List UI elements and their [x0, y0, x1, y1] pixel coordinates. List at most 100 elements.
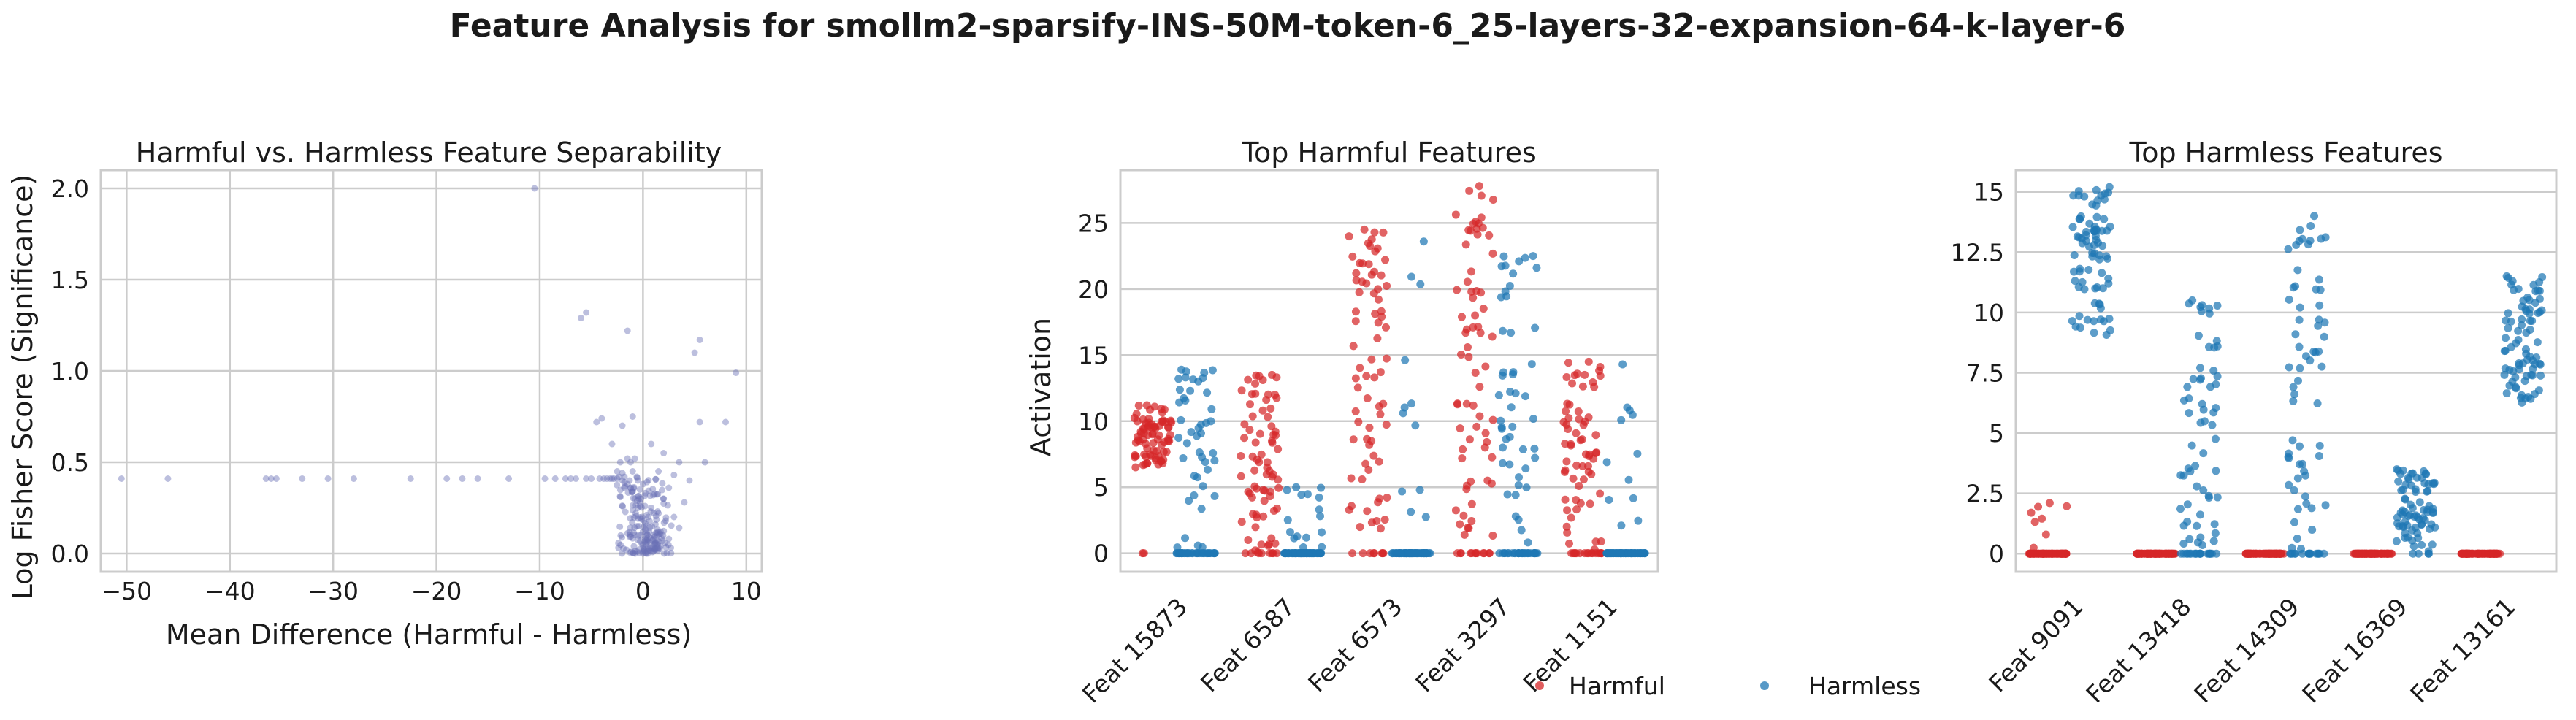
scatter-point	[642, 526, 649, 533]
strip-point	[2083, 315, 2092, 324]
scatter-point	[646, 518, 653, 525]
scatter-point	[598, 415, 605, 422]
strip-point	[1266, 492, 1274, 501]
scatter-point	[639, 480, 646, 488]
scatter-point	[641, 517, 648, 524]
legend-label-harmful: Harmful	[1569, 672, 1665, 700]
strip-point	[1374, 498, 1383, 507]
strip-point	[1185, 549, 1193, 558]
strip-point	[2288, 436, 2297, 445]
scatter-point	[630, 483, 638, 491]
scatter-point	[651, 490, 658, 497]
strip-point	[1363, 507, 1372, 516]
scatter-point	[630, 513, 638, 521]
strip-point	[1514, 481, 1523, 490]
strip-point	[1521, 392, 1529, 401]
strip-point	[1584, 413, 1593, 422]
scatter-point	[616, 493, 624, 500]
strip-point	[2464, 549, 2472, 558]
strip-point	[1383, 282, 1391, 291]
strip-point	[2185, 394, 2193, 403]
strip-point	[1367, 355, 1376, 364]
strip-point	[2419, 514, 2428, 523]
scatter-point	[659, 537, 666, 545]
strip-point	[2293, 474, 2302, 483]
scatter-point	[660, 519, 668, 526]
strip-point	[1590, 383, 1599, 391]
strip-point	[1467, 267, 1476, 276]
strip-point	[1272, 394, 1281, 402]
scatter-point	[630, 529, 638, 537]
strip-point	[2289, 383, 2298, 391]
strip-point	[2531, 299, 2539, 307]
strip-point	[1131, 452, 1140, 461]
strip-point	[2486, 549, 2495, 558]
strip-point	[1488, 531, 1497, 540]
scatter-point	[627, 484, 634, 491]
scatter-point	[262, 475, 270, 482]
strip-point	[1349, 342, 1358, 351]
strip-point	[1162, 448, 1171, 456]
strip-point	[2101, 189, 2109, 198]
strip-point	[2300, 467, 2309, 475]
scatter-point	[649, 535, 657, 543]
strip-point	[1302, 533, 1311, 542]
strip-point	[2100, 215, 2109, 223]
strip-point	[1376, 368, 1385, 377]
scatter-point	[624, 489, 632, 496]
scatter-point	[630, 494, 637, 502]
scatter-point	[641, 548, 648, 555]
strip-point	[2195, 364, 2204, 372]
scatter-point	[663, 550, 670, 557]
strip-point	[1371, 310, 1380, 318]
scatter-point	[629, 413, 636, 420]
strip-point	[1488, 249, 1497, 258]
scatter-point	[634, 477, 641, 484]
strip-point	[1193, 541, 1202, 550]
scatter-point	[272, 475, 280, 482]
scatter-point	[652, 513, 660, 520]
strip-point	[1139, 415, 1147, 424]
scatter-point	[629, 535, 636, 542]
strip-point	[1182, 367, 1190, 376]
strip-point	[1529, 415, 1538, 424]
scatter-point	[668, 550, 675, 557]
strip-point	[2069, 267, 2078, 276]
strip-point	[1157, 456, 1166, 465]
strip-point	[1240, 420, 1249, 429]
scatter-point	[644, 550, 651, 557]
strip-point	[2264, 549, 2273, 558]
strip-point	[1258, 375, 1267, 384]
strip-point	[2293, 376, 2302, 385]
strip-point	[2290, 486, 2298, 494]
strip-point	[1210, 456, 1219, 465]
strip-point	[1596, 489, 1605, 498]
strip-point	[2170, 549, 2179, 558]
strip-point	[1364, 260, 1373, 269]
scatter-point	[660, 500, 668, 508]
scatter-point	[642, 520, 649, 527]
scatter-point	[616, 486, 624, 494]
scatter-point	[634, 505, 641, 511]
scatter-point	[654, 547, 662, 554]
strip-point	[1237, 386, 1246, 395]
strip-point	[1370, 267, 1379, 276]
scatter-point	[608, 475, 616, 482]
strip-point	[2255, 549, 2264, 558]
scatter-point	[654, 541, 662, 548]
scatter-point	[635, 523, 643, 529]
separability-plot-xlabel: Mean Difference (Harmful - Harmless)	[166, 618, 692, 651]
strip-point	[1255, 429, 1264, 438]
strip-point	[1481, 429, 1490, 437]
strip-point	[2098, 242, 2107, 250]
strip-point	[2187, 441, 2196, 450]
strip-point	[1462, 325, 1471, 334]
strip-point	[2211, 434, 2220, 443]
strip-point	[2315, 275, 2323, 284]
strip-point	[1199, 482, 1207, 491]
scatter-point	[118, 475, 125, 482]
strip-point	[2185, 535, 2194, 543]
strip-point	[1634, 516, 1643, 525]
strip-point	[2295, 460, 2304, 469]
